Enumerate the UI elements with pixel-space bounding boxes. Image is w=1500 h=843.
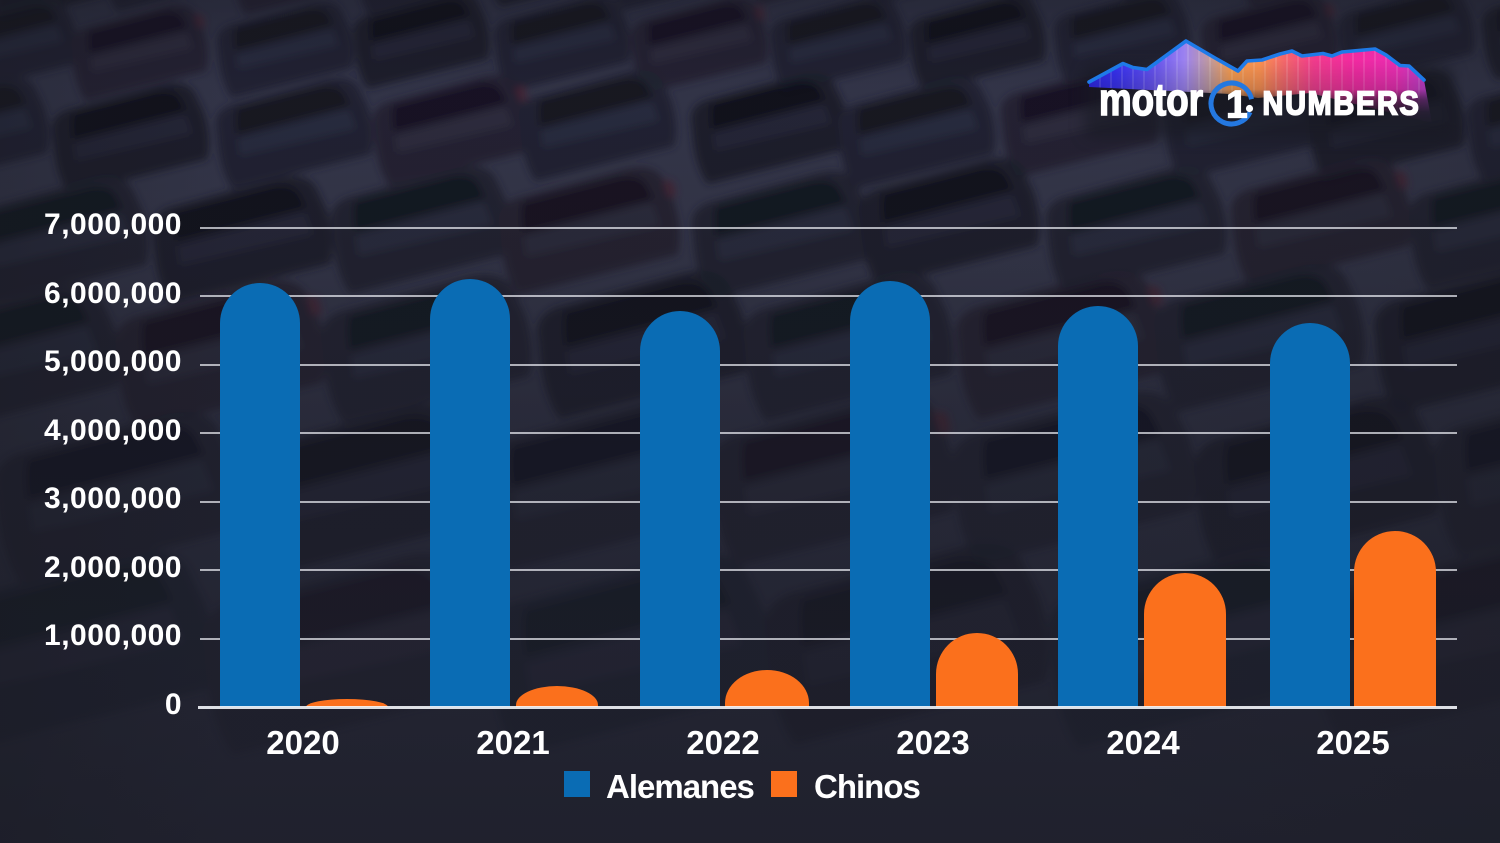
svg-text:motor: motor (1099, 74, 1203, 125)
svg-text:1: 1 (1226, 84, 1248, 127)
svg-text:NUMBERS: NUMBERS (1263, 85, 1421, 122)
